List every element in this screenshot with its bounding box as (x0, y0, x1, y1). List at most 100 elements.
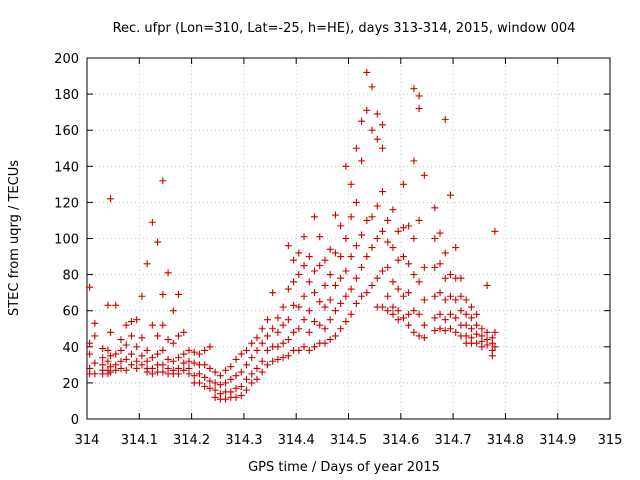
data-point (195, 379, 203, 387)
data-point (384, 216, 392, 224)
data-point (394, 307, 402, 315)
data-point (263, 346, 271, 354)
data-point (452, 328, 460, 336)
data-point (326, 336, 334, 344)
data-point (389, 303, 397, 311)
data-point (331, 332, 339, 340)
data-point (321, 303, 329, 311)
data-point (169, 357, 177, 365)
data-point (389, 244, 397, 252)
data-point (415, 278, 423, 286)
data-point (467, 325, 475, 333)
data-point (420, 296, 428, 304)
data-point (104, 357, 112, 365)
data-point (337, 299, 345, 307)
data-point (269, 289, 277, 297)
data-point (295, 303, 303, 311)
data-point (248, 370, 256, 378)
data-point (410, 307, 418, 315)
data-point (164, 355, 172, 363)
data-point (112, 366, 120, 374)
y-tick-label: 40 (62, 341, 79, 356)
data-point (127, 361, 135, 369)
x-tick-label: 315 (598, 433, 623, 448)
data-point (185, 346, 193, 354)
data-point (478, 325, 486, 333)
data-point (452, 314, 460, 322)
data-point (378, 267, 386, 275)
data-point (452, 244, 460, 252)
data-point (227, 363, 235, 371)
data-point (431, 235, 439, 242)
data-point (436, 325, 444, 333)
data-point (274, 314, 282, 322)
data-point (321, 256, 329, 264)
data-point (326, 296, 334, 304)
data-point (279, 321, 287, 329)
data-point (175, 354, 183, 362)
data-point (290, 278, 298, 286)
data-point (467, 314, 475, 322)
y-tick-labels: 0 20 40 60 80 100 120 140 160 180 200 (54, 52, 79, 428)
data-point (342, 235, 350, 242)
data-point (133, 364, 141, 372)
data-point (352, 144, 360, 152)
data-point (143, 346, 151, 354)
data-point (410, 157, 418, 165)
data-point (347, 310, 355, 318)
data-point (127, 332, 135, 340)
data-point (483, 341, 491, 349)
data-point (326, 316, 334, 324)
data-point (316, 262, 324, 270)
data-point (352, 299, 360, 307)
data-point (473, 339, 481, 347)
data-point (405, 321, 413, 329)
data-point (258, 325, 266, 333)
data-point (410, 85, 418, 93)
data-point (399, 292, 407, 300)
data-point (284, 285, 292, 293)
data-point (410, 271, 418, 279)
data-point (316, 233, 324, 241)
data-point (206, 384, 214, 392)
data-point (441, 249, 449, 257)
data-point (363, 106, 371, 114)
data-point (389, 278, 397, 286)
data-point (373, 235, 381, 242)
data-point (143, 260, 151, 268)
data-point (263, 361, 271, 369)
data-point (154, 350, 162, 358)
data-point (483, 281, 491, 289)
data-point (190, 348, 198, 356)
data-point (253, 364, 261, 372)
data-point (112, 350, 120, 358)
data-point (337, 253, 345, 261)
data-point (195, 350, 203, 358)
data-points (86, 68, 499, 403)
data-point (86, 350, 94, 358)
data-point (446, 310, 454, 318)
data-point (305, 307, 313, 315)
data-point (159, 368, 167, 376)
data-point (117, 364, 125, 372)
data-point (311, 213, 319, 221)
data-point (133, 316, 141, 324)
data-point (420, 334, 428, 342)
data-point (86, 283, 94, 291)
data-point (462, 296, 470, 304)
data-point (133, 357, 141, 365)
data-point (378, 303, 386, 311)
data-point (420, 263, 428, 271)
x-tick-label: 314.5 (330, 433, 367, 448)
data-point (175, 290, 183, 298)
data-point (86, 339, 94, 347)
data-point (148, 354, 156, 362)
y-axis-label: STEC from uqrg / TECUs (7, 160, 22, 316)
data-point (99, 354, 107, 362)
data-point (446, 292, 454, 300)
y-tick-label: 140 (54, 160, 79, 175)
data-point (446, 191, 454, 199)
data-point (473, 321, 481, 329)
y-tick-label: 20 (62, 377, 79, 392)
data-point (243, 346, 251, 354)
